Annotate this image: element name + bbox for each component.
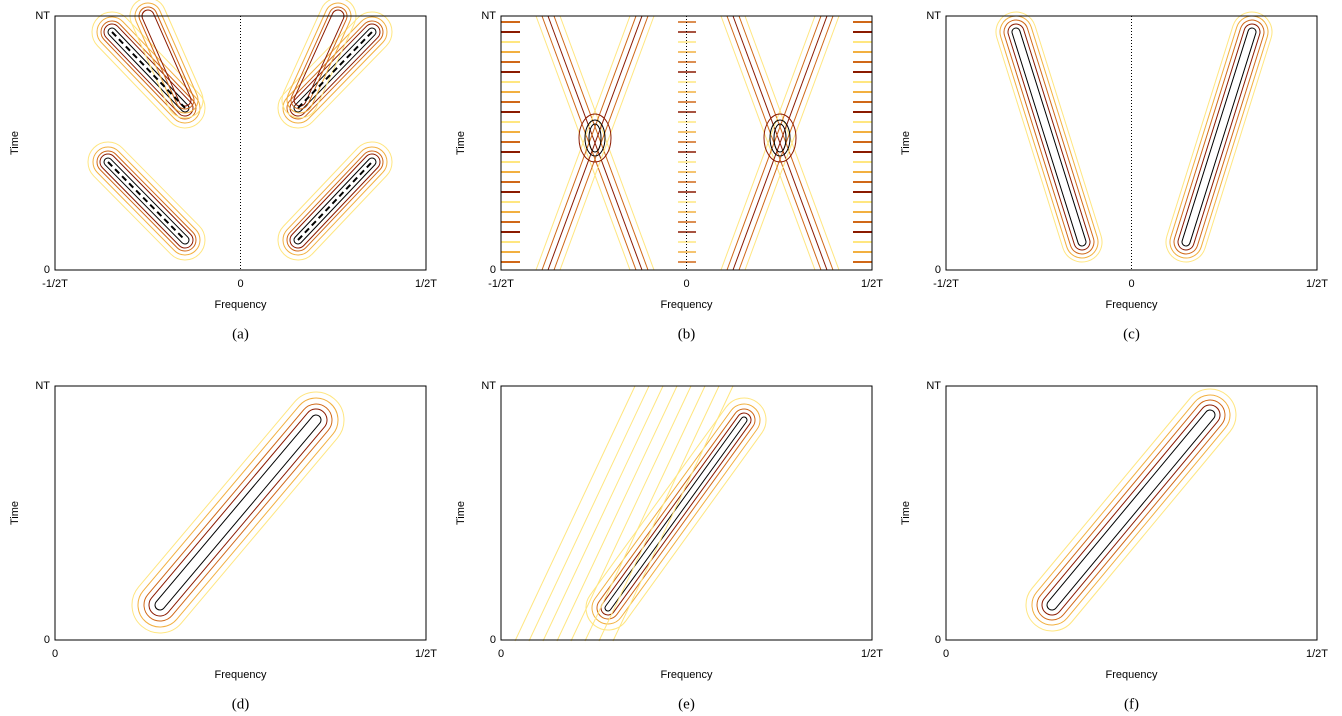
contour bbox=[764, 114, 796, 162]
y-axis-label: Time bbox=[455, 131, 467, 155]
x-tick-label: 1/2T bbox=[861, 278, 883, 290]
panel: 0 1/2T 0 NT Frequency Time (e) bbox=[455, 380, 883, 713]
x-tick-label: -1/2T bbox=[488, 278, 514, 290]
x-tick-label: 0 bbox=[943, 648, 949, 660]
x-axis-label: Frequency bbox=[661, 299, 713, 311]
ridge bbox=[108, 162, 185, 240]
contour bbox=[138, 398, 338, 627]
y-tick-label: NT bbox=[35, 380, 50, 392]
contour bbox=[1047, 410, 1215, 610]
y-axis-label: Time bbox=[900, 501, 912, 525]
x-tick-label: 1/2T bbox=[1306, 648, 1328, 660]
x-tick-label: -1/2T bbox=[933, 278, 959, 290]
x-tick-label: 1/2T bbox=[415, 278, 437, 290]
contour bbox=[597, 409, 755, 619]
panel: -1/2T 0 1/2T 0 NT Frequency Time (c) bbox=[900, 10, 1328, 343]
contour bbox=[1000, 16, 1098, 258]
caption: (a) bbox=[232, 326, 249, 342]
y-tick-label: 0 bbox=[44, 264, 50, 276]
contour bbox=[1037, 400, 1225, 620]
y-tick-label: NT bbox=[926, 380, 941, 392]
panel: -1/2T 0 1/2T 0 NT Frequency Time (b) bbox=[455, 10, 883, 343]
contour bbox=[1032, 395, 1230, 625]
caption: (f) bbox=[1124, 696, 1139, 712]
caption: (e) bbox=[678, 696, 695, 712]
contour bbox=[142, 10, 191, 106]
plot-frame bbox=[55, 386, 426, 640]
x-tick-label: 0 bbox=[52, 648, 58, 660]
ridge bbox=[298, 162, 372, 240]
contour bbox=[144, 404, 332, 621]
caption: (d) bbox=[232, 696, 250, 712]
panel: 0 1/2T 0 NT Frequency Time (d) bbox=[9, 380, 437, 713]
contour bbox=[1182, 28, 1256, 246]
x-tick-label: -1/2T bbox=[42, 278, 68, 290]
x-axis-label: Frequency bbox=[1106, 669, 1158, 681]
contour bbox=[1166, 12, 1272, 262]
contour bbox=[1004, 20, 1094, 254]
x-axis-label: Frequency bbox=[661, 669, 713, 681]
contour bbox=[132, 392, 344, 633]
contour bbox=[996, 12, 1102, 262]
x-tick-label: 0 bbox=[237, 278, 243, 290]
contour bbox=[1026, 389, 1236, 631]
x-axis-label: Frequency bbox=[215, 299, 267, 311]
y-tick-label: 0 bbox=[490, 634, 496, 646]
plot-frame bbox=[946, 386, 1317, 640]
x-tick-label: 0 bbox=[683, 278, 689, 290]
x-tick-label: 0 bbox=[498, 648, 504, 660]
panel: -1/2T 0 1/2T 0 NT Frequency Time (a) bbox=[9, 0, 437, 342]
contour bbox=[1170, 16, 1268, 258]
caption: (b) bbox=[678, 326, 696, 342]
contour bbox=[1174, 20, 1264, 254]
y-tick-label: 0 bbox=[935, 634, 941, 646]
x-tick-label: 1/2T bbox=[861, 648, 883, 660]
contour bbox=[282, 0, 356, 118]
y-axis-label: Time bbox=[9, 501, 21, 525]
contour bbox=[155, 415, 321, 610]
y-tick-label: NT bbox=[926, 10, 941, 22]
x-axis-label: Frequency bbox=[1106, 299, 1158, 311]
y-tick-label: 0 bbox=[935, 264, 941, 276]
y-tick-label: 0 bbox=[44, 634, 50, 646]
y-tick-label: NT bbox=[481, 10, 496, 22]
x-tick-label: 0 bbox=[1128, 278, 1134, 290]
panel: 0 1/2T 0 NT Frequency Time (f) bbox=[900, 380, 1328, 713]
x-axis-label: Frequency bbox=[215, 669, 267, 681]
x-tick-label: 1/2T bbox=[415, 648, 437, 660]
y-axis-label: Time bbox=[900, 131, 912, 155]
y-tick-label: 0 bbox=[490, 264, 496, 276]
y-axis-label: Time bbox=[9, 131, 21, 155]
contour bbox=[1012, 28, 1086, 246]
contour bbox=[601, 413, 751, 615]
contour bbox=[1042, 405, 1220, 615]
y-axis-label: Time bbox=[455, 501, 467, 525]
contour bbox=[149, 409, 327, 616]
figure: -1/2T01/2T0NTFrequencyTime(a)-1/2T01/2T0… bbox=[0, 0, 1342, 716]
y-tick-label: NT bbox=[35, 10, 50, 22]
x-tick-label: 1/2T bbox=[1306, 278, 1328, 290]
contour bbox=[579, 114, 611, 162]
plot-frame bbox=[501, 386, 872, 640]
y-tick-label: NT bbox=[481, 380, 496, 392]
caption: (c) bbox=[1123, 326, 1140, 342]
